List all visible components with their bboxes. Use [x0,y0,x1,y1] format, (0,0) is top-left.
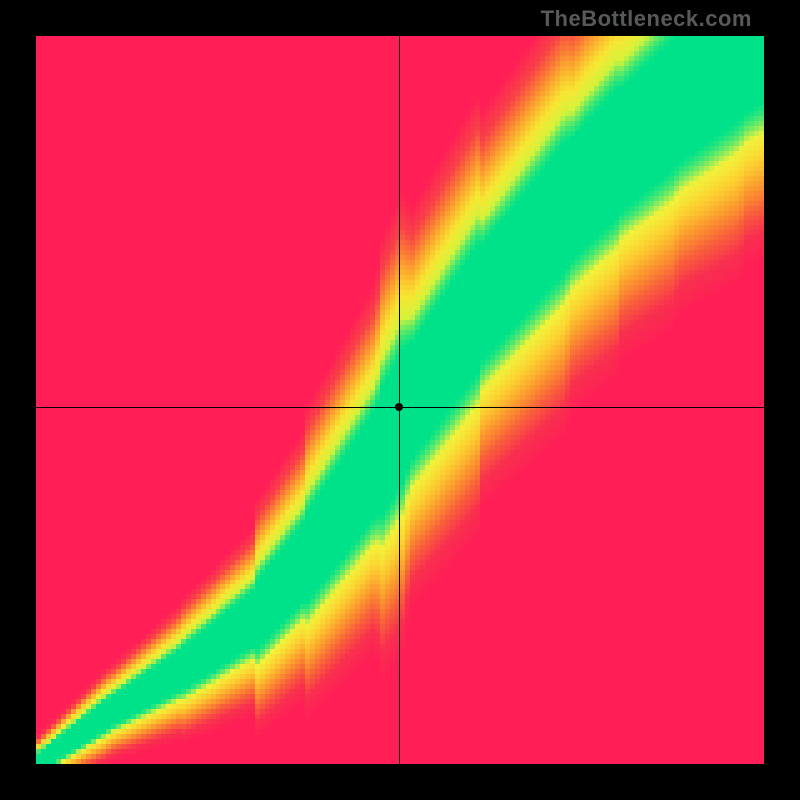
heatmap-canvas [36,36,764,764]
watermark-text: TheBottleneck.com [541,6,752,32]
crosshair-vertical [399,36,400,764]
chart-frame: TheBottleneck.com [0,0,800,800]
